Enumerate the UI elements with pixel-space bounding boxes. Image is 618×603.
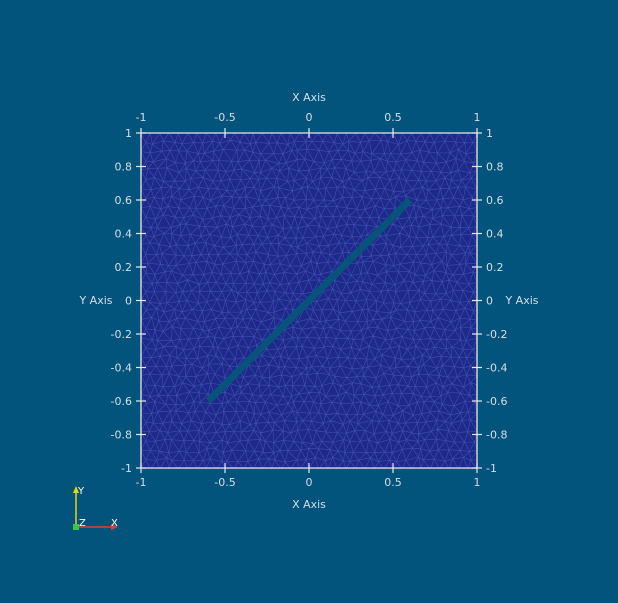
top-x-tick-label: -0.5 bbox=[214, 111, 235, 124]
right-y-tick-label: -0.8 bbox=[486, 429, 507, 442]
left-y-tick-label: 0.8 bbox=[115, 161, 133, 174]
right-y-tick-label: -0.2 bbox=[486, 328, 507, 341]
bottom-x-tick-label: 1 bbox=[474, 476, 481, 489]
bottom-x-axis-title: X Axis bbox=[292, 498, 326, 511]
orientation-axes-widget: Y X Z bbox=[73, 486, 118, 530]
right-y-tick-label: 1 bbox=[486, 127, 493, 140]
right-y-tick-label: 0 bbox=[486, 295, 493, 308]
left-y-tick-label: 0.6 bbox=[115, 194, 133, 207]
orientation-y-arrowhead bbox=[73, 486, 79, 493]
crack-segment bbox=[205, 197, 413, 404]
left-y-tick-label: -0.2 bbox=[111, 328, 132, 341]
left-y-tick-label: -1 bbox=[121, 462, 132, 475]
top-x-axis-title: X Axis bbox=[292, 91, 326, 104]
left-y-axis-title: Y Axis bbox=[78, 294, 112, 307]
right-y-axis-title: Y Axis bbox=[504, 294, 538, 307]
bottom-x-tick-label: 0 bbox=[306, 476, 313, 489]
bottom-x-tick-label: -0.5 bbox=[214, 476, 235, 489]
bottom-x-tick-label: 0.5 bbox=[384, 476, 402, 489]
left-y-tick-label: 0.2 bbox=[115, 261, 133, 274]
bottom-x-tick-label: -1 bbox=[136, 476, 147, 489]
orientation-z-marker bbox=[73, 524, 79, 530]
left-y-tick-label: -0.4 bbox=[111, 362, 132, 375]
left-y-tick-label: -0.8 bbox=[111, 429, 132, 442]
top-x-tick-label: 0 bbox=[306, 111, 313, 124]
orientation-x-arrowhead bbox=[111, 524, 118, 530]
mesh-edges bbox=[140, 131, 478, 471]
right-y-tick-label: -0.6 bbox=[486, 395, 507, 408]
right-y-tick-label: 0.2 bbox=[486, 261, 504, 274]
right-y-tick-label: -0.4 bbox=[486, 362, 507, 375]
left-y-tick-label: 1 bbox=[125, 127, 132, 140]
orientation-z-label: Z bbox=[79, 518, 86, 529]
right-y-tick-label: -1 bbox=[486, 462, 497, 475]
top-x-tick-label: -1 bbox=[136, 111, 147, 124]
top-x-tick-label: 1 bbox=[474, 111, 481, 124]
right-y-tick-label: 0.8 bbox=[486, 161, 504, 174]
top-x-tick-label: 0.5 bbox=[384, 111, 402, 124]
right-y-tick-label: 0.6 bbox=[486, 194, 504, 207]
right-y-tick-label: 0.4 bbox=[486, 228, 504, 241]
orientation-x-label: X bbox=[111, 518, 118, 529]
left-y-tick-label: 0 bbox=[125, 295, 132, 308]
orientation-y-label: Y bbox=[77, 486, 85, 497]
left-y-tick-label: 0.4 bbox=[115, 228, 133, 241]
left-y-tick-label: -0.6 bbox=[111, 395, 132, 408]
